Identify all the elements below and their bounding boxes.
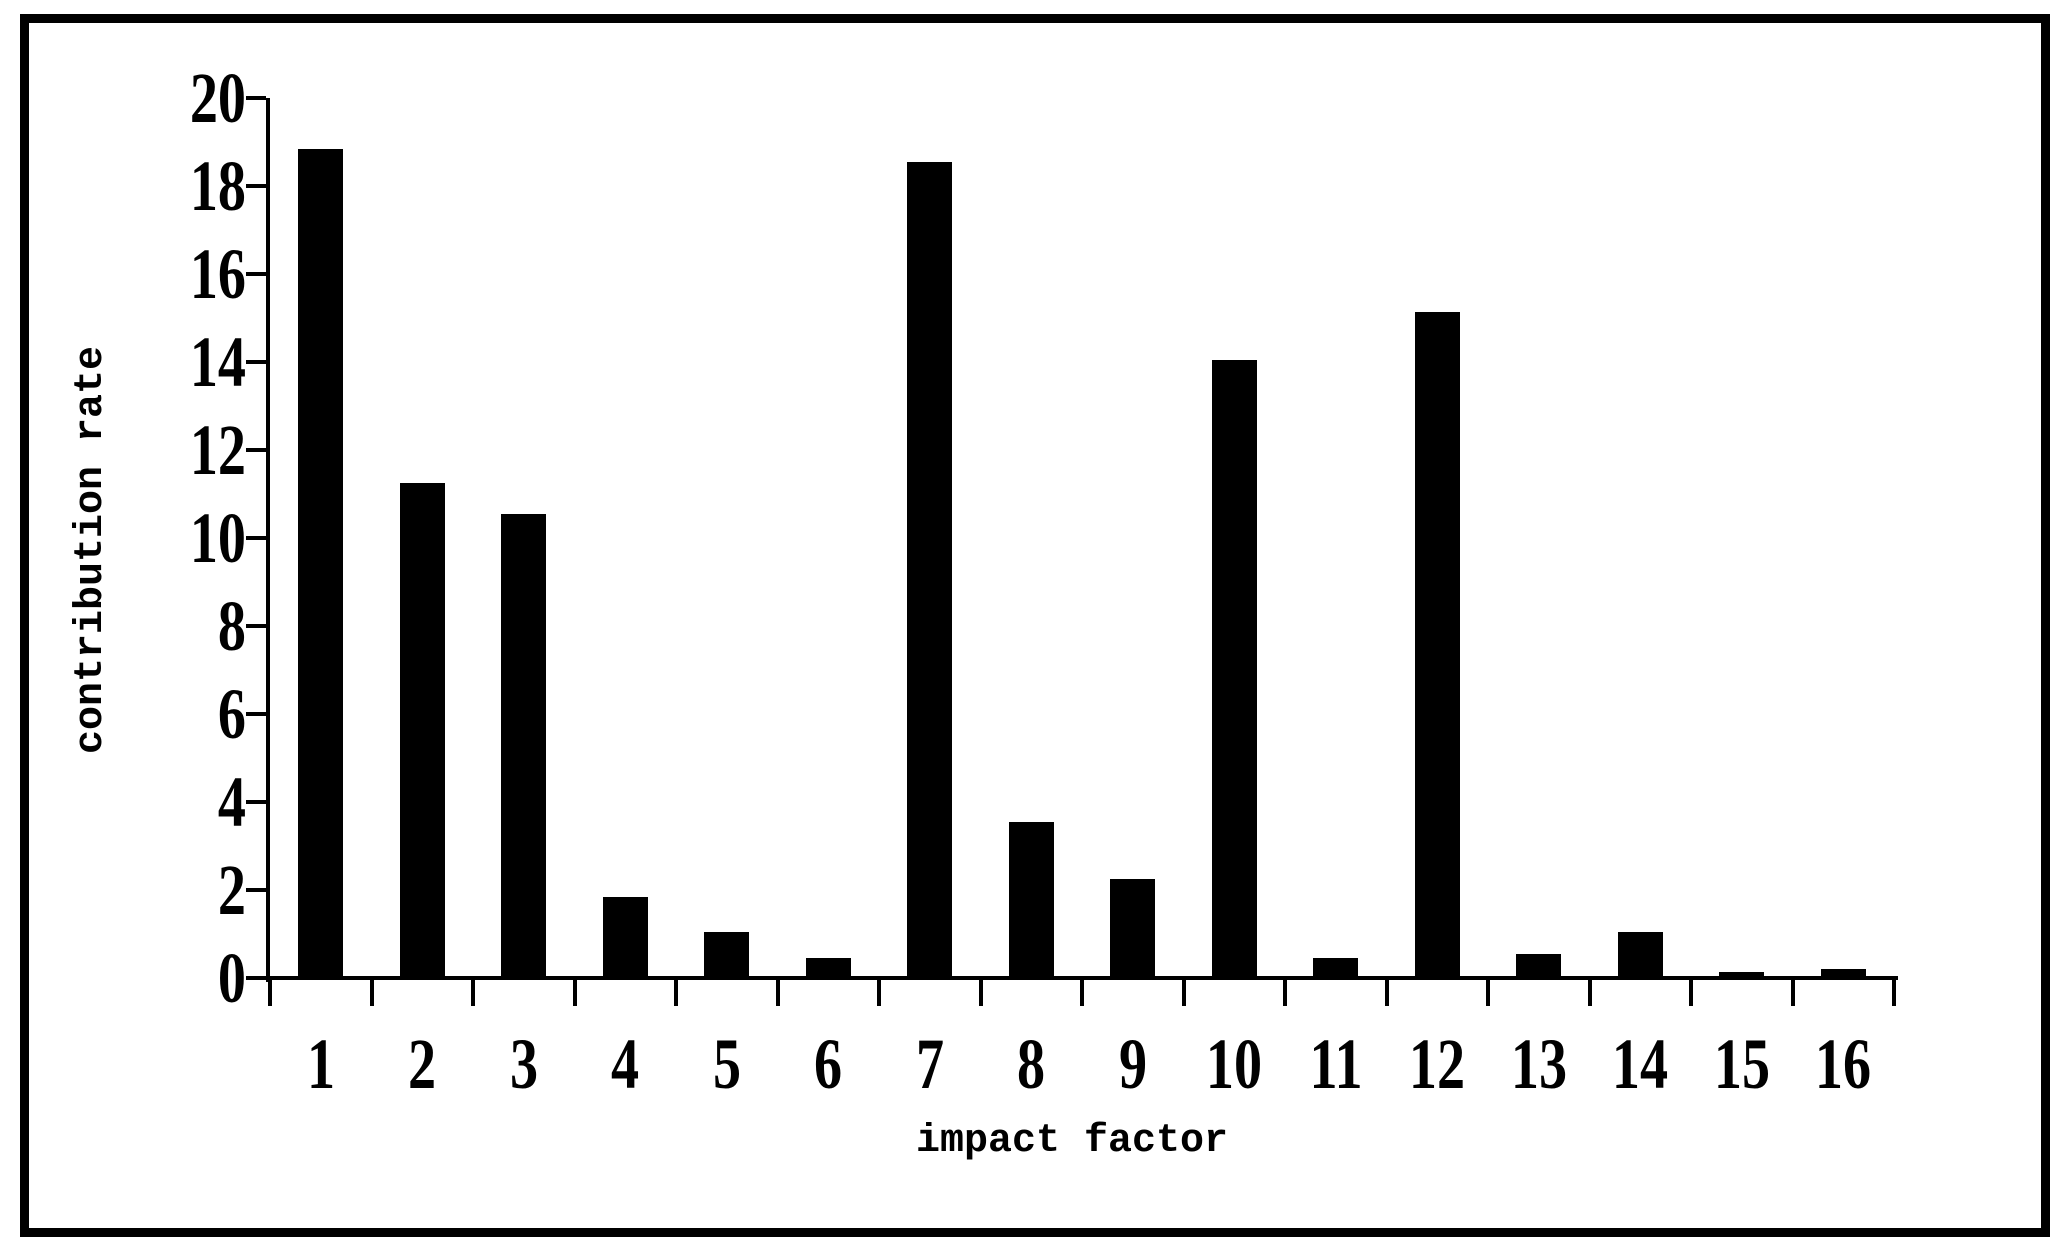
bar: [298, 149, 343, 976]
bar: [400, 483, 445, 976]
x-axis-tick: [369, 980, 374, 1006]
x-tick-label: 15: [1713, 1024, 1770, 1104]
x-axis-tick: [1790, 980, 1795, 1006]
x-axis-tick: [978, 980, 983, 1006]
y-axis-tick: [246, 976, 266, 980]
bar: [1618, 932, 1663, 976]
x-axis-tick: [674, 980, 678, 1006]
bar: [1009, 822, 1054, 976]
y-tick-label: 8: [217, 586, 246, 666]
x-axis-tick: [268, 980, 272, 1006]
x-axis-tick: [775, 980, 780, 1006]
x-tick-label: 1: [306, 1024, 335, 1104]
bar: [704, 932, 749, 976]
bar: [603, 897, 648, 976]
x-axis-tick: [572, 980, 577, 1006]
y-axis-tick: [246, 96, 266, 100]
bar: [806, 958, 851, 976]
x-tick-label: 13: [1510, 1024, 1567, 1104]
y-tick-label: 14: [189, 322, 246, 402]
x-tick-label: 11: [1309, 1024, 1363, 1104]
y-tick-label: 16: [189, 234, 246, 314]
x-axis-tick: [1384, 980, 1389, 1006]
x-tick-label: 14: [1612, 1024, 1669, 1104]
bar: [907, 162, 952, 976]
x-tick-label: 6: [814, 1024, 843, 1104]
x-tick-label: 5: [712, 1024, 741, 1104]
x-axis-tick: [471, 980, 475, 1006]
bar: [1212, 360, 1257, 976]
bar: [1516, 954, 1561, 976]
y-tick-label: 20: [189, 58, 246, 138]
y-axis-title: contribution rate: [69, 345, 114, 755]
y-tick-label: 10: [189, 498, 246, 578]
x-axis-tick: [1181, 980, 1186, 1006]
x-tick-label: 7: [915, 1024, 944, 1104]
bar: [501, 514, 546, 976]
x-axis-title: impact factor: [915, 1119, 1229, 1164]
y-tick-label: 4: [217, 762, 246, 842]
x-axis-tick: [1283, 980, 1287, 1006]
y-axis-tick: [246, 448, 266, 452]
bar: [1821, 969, 1866, 976]
x-axis-tick: [1689, 980, 1693, 1006]
x-tick-label: 16: [1815, 1024, 1872, 1104]
x-axis-tick: [877, 980, 881, 1006]
bar: [1415, 312, 1460, 976]
x-tick-label: 10: [1206, 1024, 1263, 1104]
x-axis-tick: [1892, 980, 1896, 1006]
x-tick-label: 3: [509, 1024, 538, 1104]
figure-border: [20, 14, 2050, 1237]
x-tick-label: 12: [1409, 1024, 1466, 1104]
y-axis-tick: [246, 360, 266, 364]
bar: [1313, 958, 1358, 976]
x-tick-label: 8: [1017, 1024, 1046, 1104]
y-tick-label: 0: [217, 938, 246, 1018]
x-axis-tick: [1080, 980, 1084, 1006]
y-axis-tick: [246, 800, 266, 804]
x-tick-label: 4: [611, 1024, 640, 1104]
y-axis-tick: [246, 888, 266, 892]
y-axis-tick: [246, 184, 266, 188]
x-axis-tick: [1587, 980, 1592, 1006]
x-axis-line: [266, 976, 1898, 980]
y-axis-tick: [246, 272, 266, 276]
y-axis-tick: [246, 536, 266, 540]
bar: [1110, 879, 1155, 976]
bar: [1719, 972, 1764, 976]
y-tick-label: 18: [189, 146, 246, 226]
y-tick-label: 2: [217, 850, 246, 930]
y-axis-line: [266, 98, 270, 982]
x-axis-tick: [1486, 980, 1490, 1006]
y-tick-label: 12: [189, 410, 246, 490]
y-axis-tick: [246, 624, 266, 628]
y-axis-tick: [246, 712, 266, 716]
x-tick-label: 2: [408, 1024, 437, 1104]
y-tick-label: 6: [217, 674, 246, 754]
x-tick-label: 9: [1118, 1024, 1147, 1104]
